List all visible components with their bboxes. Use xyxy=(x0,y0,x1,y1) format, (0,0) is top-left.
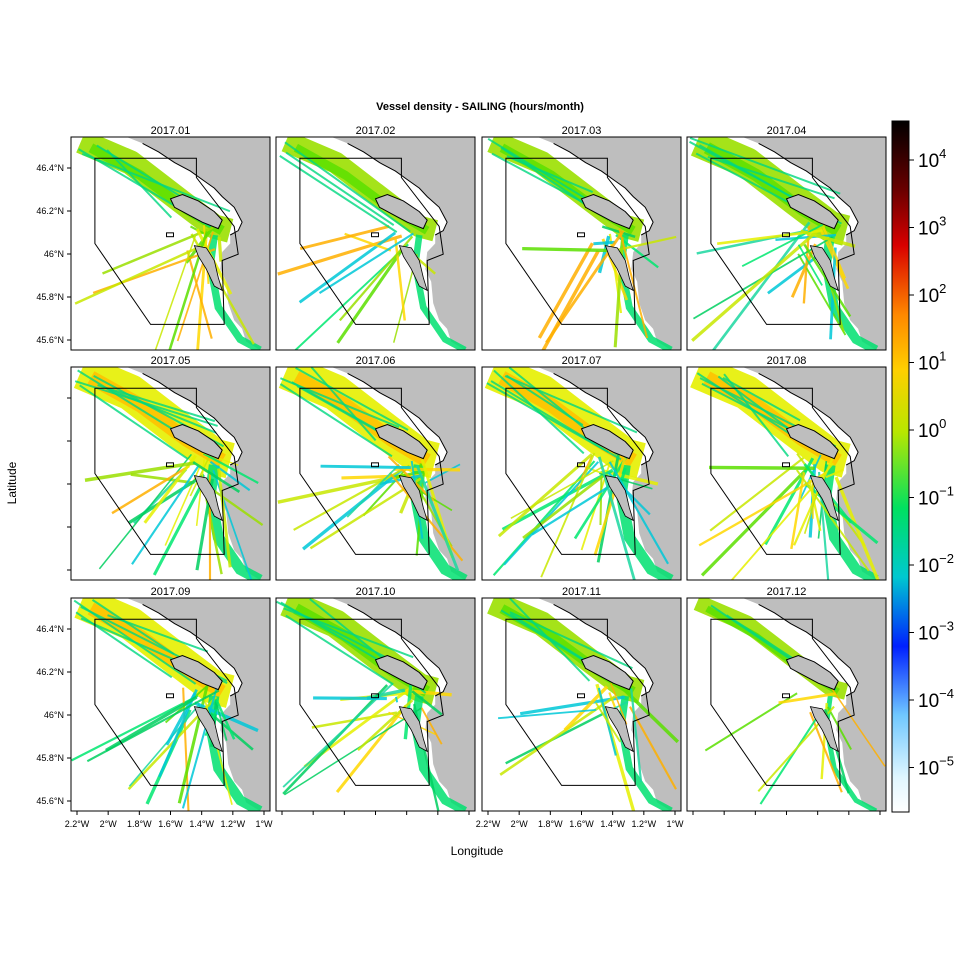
colorbar-tick-label: 101 xyxy=(918,349,946,375)
panel-2017.11: 2017.11 2.2°W 2°W 1.8°W 1.6°W 1.4°W 1.2°W 1°W xyxy=(476,586,684,829)
track-line xyxy=(396,697,397,702)
colorbar-tick-label: 102 xyxy=(918,281,946,307)
panel-title: 2017.05 xyxy=(151,355,191,367)
track-line xyxy=(709,467,815,468)
y-tick-label: 46.2°N xyxy=(36,667,64,677)
colorbar-ramp xyxy=(892,121,909,812)
x-tick-label: 2°W xyxy=(511,819,529,829)
colorbar-tick-label: 10−2 xyxy=(918,551,954,577)
x-tick-label: 2°W xyxy=(100,819,118,829)
x-tick-label: 1.4°W xyxy=(189,819,214,829)
track-line xyxy=(394,469,460,470)
track-line xyxy=(321,466,411,467)
y-tick-label: 46.2°N xyxy=(36,206,64,216)
panel-2017.05: 2017.05 xyxy=(67,355,270,586)
x-tick-label: 1.8°W xyxy=(538,819,563,829)
y-tick-label: 46.4°N xyxy=(36,624,64,634)
x-tick-label: 1.8°W xyxy=(127,819,152,829)
x-tick-label: 1.6°W xyxy=(158,819,183,829)
panel-2017.09: 2017.09 46.4°N 46.2°N 46°N 45.8°N 45.6°N 2.2°W… xyxy=(36,586,273,829)
track-line xyxy=(522,249,612,251)
colorbar-tick-label: 10−4 xyxy=(918,686,954,712)
y-tick-label: 45.6°N xyxy=(36,796,64,806)
x-tick-label: 1.2°W xyxy=(221,819,246,829)
x-tick-label: 2.2°W xyxy=(65,819,90,829)
panel-title: 2017.06 xyxy=(356,355,396,367)
colorbar-tick-label: 10−5 xyxy=(918,754,954,780)
colorbar: 104 103 102 101 100 10−1 10−2 10−3 10−4 10−5 xyxy=(892,121,954,812)
panel-title: 2017.02 xyxy=(356,125,396,137)
panel-2017.08: 2017.08 xyxy=(687,355,886,586)
y-tick-label: 46.4°N xyxy=(36,163,64,173)
panel-title: 2017.03 xyxy=(562,125,602,137)
track-line xyxy=(593,242,615,244)
panels-group: 2017.0146.4°N46.2°N46°N45.8°N45.6°N2017.… xyxy=(36,125,886,829)
y-tick-label: 46°N xyxy=(44,249,64,259)
panel-2017.01: 2017.01 46.4°N 46.2°N 46°N 45.8°N 45.6°N xyxy=(36,125,270,360)
x-tick-label: 1.2°W xyxy=(632,819,657,829)
panel-title: 2017.10 xyxy=(356,586,396,598)
colorbar-tick-label: 100 xyxy=(918,416,946,442)
y-tick-label: 45.6°N xyxy=(36,335,64,345)
x-tick-label: 1°W xyxy=(666,819,684,829)
panel-title: 2017.12 xyxy=(767,586,807,598)
panel-title: 2017.07 xyxy=(562,355,602,367)
panel-2017.03: 2017.03 xyxy=(482,125,681,355)
chart-title: Vessel density - SAILING (hours/month) xyxy=(376,101,584,113)
x-tick-label: 1°W xyxy=(255,819,273,829)
colorbar-tick-label: 104 xyxy=(918,146,946,172)
panel-title: 2017.01 xyxy=(151,125,191,137)
colorbar-tick-label: 10−3 xyxy=(918,619,954,645)
panel-2017.02: 2017.02 xyxy=(276,125,475,352)
panel-2017.10: 2017.10 xyxy=(276,586,475,815)
y-tick-label: 46°N xyxy=(44,710,64,720)
panel-title: 2017.04 xyxy=(767,125,807,137)
colorbar-tick-label: 103 xyxy=(918,214,946,240)
panel-2017.07: 2017.07 xyxy=(482,355,681,585)
y-axis-label: Latitude xyxy=(5,461,19,504)
track-line xyxy=(219,237,221,262)
panel-title: 2017.09 xyxy=(151,586,191,598)
panel-title: 2017.08 xyxy=(767,355,807,367)
panel-2017.04: 2017.04 xyxy=(687,125,886,358)
y-tick-label: 45.8°N xyxy=(36,292,64,302)
panel-title: 2017.11 xyxy=(562,586,601,598)
y-tick-label: 45.8°N xyxy=(36,753,64,763)
panel-2017.12: 2017.12 xyxy=(687,586,886,815)
x-tick-label: 1.4°W xyxy=(600,819,625,829)
colorbar-tick-label: 10−1 xyxy=(918,484,954,510)
panel-2017.06: 2017.06 xyxy=(276,355,475,580)
x-axis-label: Longitude xyxy=(451,844,504,858)
x-tick-label: 1.6°W xyxy=(569,819,594,829)
x-tick-label: 2.2°W xyxy=(476,819,501,829)
